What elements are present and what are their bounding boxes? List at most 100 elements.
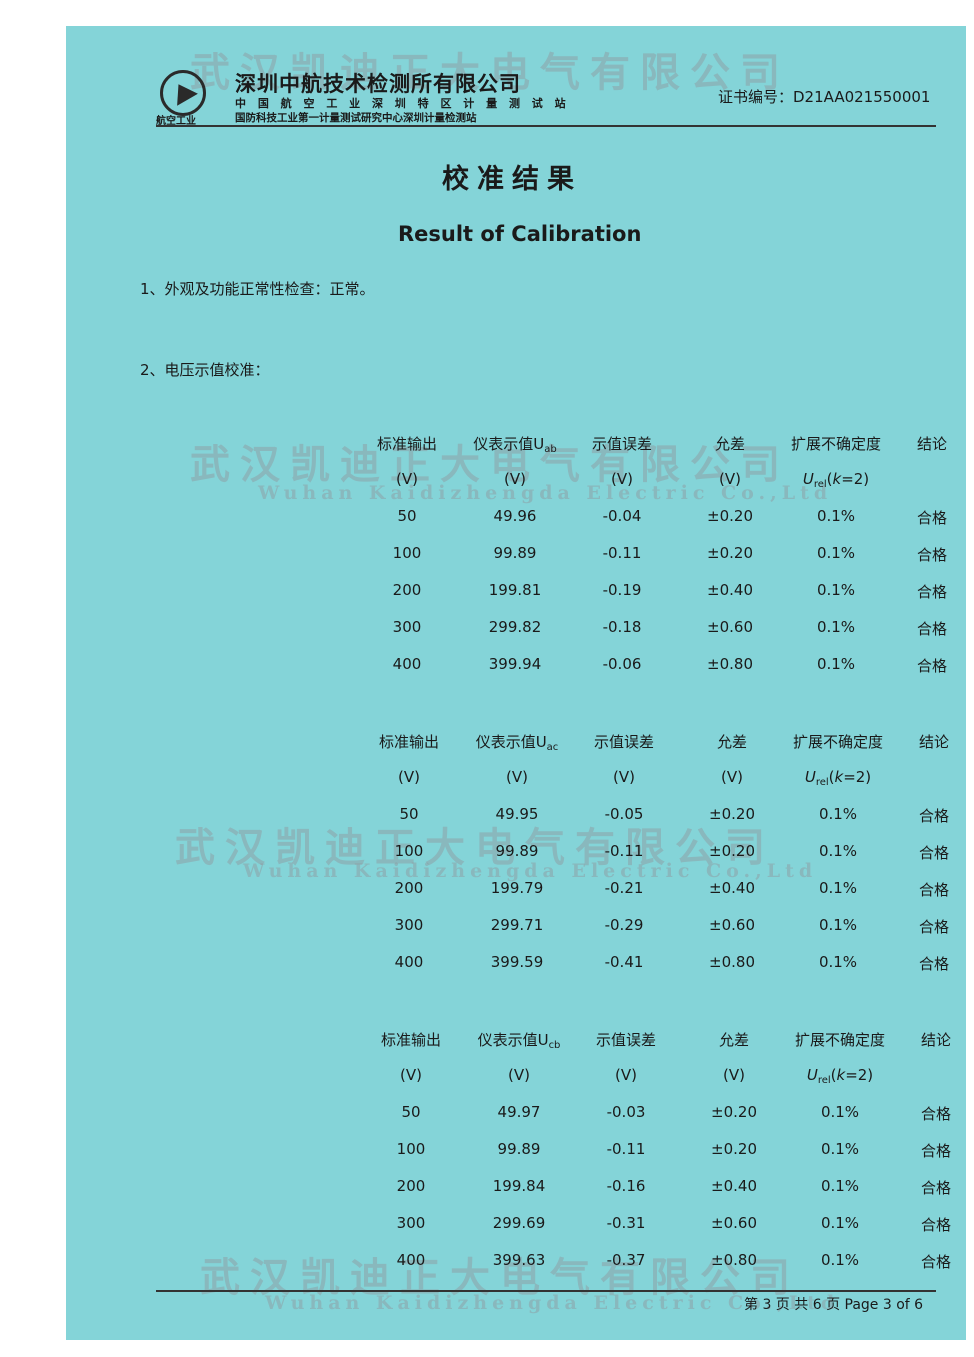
table-cell: -0.31 — [606, 1214, 646, 1232]
table-cell: 300 — [396, 1214, 426, 1232]
table-cell: -0.19 — [602, 581, 642, 599]
table-cell: 0.1% — [816, 507, 856, 525]
table-cell: ±0.20 — [711, 1140, 757, 1158]
table-cell: 49.96 — [493, 507, 537, 525]
table-cell: 50 — [399, 805, 419, 823]
table-cell: 合格 — [920, 1105, 952, 1123]
table-cell: 0.1% — [820, 1103, 860, 1121]
table-cell: 199.79 — [490, 879, 544, 897]
unit-label: (V) — [396, 470, 418, 488]
table-cell: 299.82 — [488, 618, 542, 636]
unit-label: Urel(k=2) — [806, 1066, 874, 1086]
section-appearance-check: 1、外观及功能正常性检查：正常。 — [140, 280, 375, 298]
page-title: 校准结果 — [442, 164, 582, 195]
table-cell: 400 — [396, 1251, 426, 1269]
table-cell: 300 — [392, 618, 422, 636]
table-cell: ±0.60 — [711, 1214, 757, 1232]
unit-label: (V) — [400, 1066, 422, 1084]
header-divider — [156, 125, 936, 127]
table-cell: 0.1% — [818, 953, 858, 971]
table-cell: 399.94 — [488, 655, 542, 673]
page-number: 第 3 页 共 6 页 Page 3 of 6 — [744, 1297, 924, 1313]
table-cell: 合格 — [918, 844, 950, 862]
table-cell: 0.1% — [816, 655, 856, 673]
column-header: 示值误差 — [593, 733, 655, 751]
section-voltage-calibration: 2、电压示值校准： — [140, 361, 270, 379]
watermark-cn: 武汉凯迪正大电气有限公司 — [200, 1254, 800, 1301]
table-cell: 合格 — [916, 657, 948, 675]
table-cell: -0.41 — [604, 953, 644, 971]
table-cell: 合格 — [920, 1142, 952, 1160]
table-cell: ±0.40 — [707, 581, 753, 599]
table-cell: 0.1% — [816, 581, 856, 599]
table-cell: ±0.20 — [711, 1103, 757, 1121]
table-cell: 299.69 — [492, 1214, 546, 1232]
table-cell: 合格 — [918, 881, 950, 899]
certificate-page — [66, 26, 966, 1340]
table-cell: 0.1% — [818, 879, 858, 897]
table-cell: 299.71 — [490, 916, 544, 934]
column-header: 允差 — [718, 1031, 750, 1049]
table-cell: 49.95 — [495, 805, 539, 823]
table-cell: -0.11 — [602, 544, 642, 562]
table-cell: 300 — [394, 916, 424, 934]
column-header: 标准输出 — [376, 435, 438, 453]
column-header: 仪表示值Uab — [473, 435, 557, 455]
table-cell: 合格 — [918, 918, 950, 936]
unit-label: Urel(k=2) — [802, 470, 870, 490]
table-cell: 0.1% — [816, 618, 856, 636]
watermark-cn: 武汉凯迪正大电气有限公司 — [190, 441, 790, 488]
table-cell: ±0.20 — [709, 842, 755, 860]
column-header: 结论 — [916, 435, 948, 453]
column-header: 扩展不确定度 — [794, 1031, 886, 1049]
page-subtitle: Result of Calibration — [398, 222, 642, 246]
table-cell: 100 — [392, 544, 422, 562]
column-header: 允差 — [716, 733, 748, 751]
column-header: 扩展不确定度 — [790, 435, 882, 453]
table-cell: 199.81 — [488, 581, 542, 599]
column-header: 仪表示值Ucb — [477, 1031, 561, 1051]
table-cell: 200 — [394, 879, 424, 897]
table-cell: 399.63 — [492, 1251, 546, 1269]
table-cell: 合格 — [916, 583, 948, 601]
table-cell: 合格 — [916, 620, 948, 638]
unit-label: (V) — [721, 768, 743, 786]
table-cell: 99.89 — [495, 842, 539, 860]
watermark-cn: 武汉凯迪正大电气有限公司 — [190, 49, 790, 96]
unit-label: Urel(k=2) — [804, 768, 872, 788]
watermark-en: Wuhan Kaidizhengda Electric Co.,Ltd — [265, 1292, 840, 1314]
table-cell: ±0.20 — [707, 507, 753, 525]
table-cell: -0.05 — [604, 805, 644, 823]
table-cell: -0.03 — [606, 1103, 646, 1121]
table-cell: -0.04 — [602, 507, 642, 525]
column-header: 允差 — [714, 435, 746, 453]
unit-label: (V) — [508, 1066, 530, 1084]
table-cell: ±0.60 — [707, 618, 753, 636]
unit-label: (V) — [398, 768, 420, 786]
table-cell: -0.29 — [604, 916, 644, 934]
unit-label: (V) — [723, 1066, 745, 1084]
unit-label: (V) — [504, 470, 526, 488]
table-cell: 合格 — [918, 955, 950, 973]
table-cell: ±0.20 — [709, 805, 755, 823]
table-cell: -0.37 — [606, 1251, 646, 1269]
table-cell: ±0.40 — [709, 879, 755, 897]
header-line2: 中 国 航 空 工 业 深 圳 特 区 计 量 测 试 站 — [235, 97, 570, 110]
table-cell: ±0.20 — [707, 544, 753, 562]
table-cell: 99.89 — [493, 544, 537, 562]
table-cell: 0.1% — [820, 1251, 860, 1269]
column-header: 仪表示值Uac — [475, 733, 559, 753]
unit-label: (V) — [611, 470, 633, 488]
table-cell: -0.21 — [604, 879, 644, 897]
column-header: 结论 — [918, 733, 950, 751]
unit-label: (V) — [719, 470, 741, 488]
table-cell: 0.1% — [816, 544, 856, 562]
unit-label: (V) — [613, 768, 635, 786]
table-cell: -0.11 — [606, 1140, 646, 1158]
table-cell: 0.1% — [818, 805, 858, 823]
table-cell: 50 — [397, 507, 417, 525]
watermark-en: Wuhan Kaidizhengda Electric Co.,Ltd — [243, 860, 818, 882]
table-cell: -0.11 — [604, 842, 644, 860]
table-cell: ±0.40 — [711, 1177, 757, 1195]
table-cell: 合格 — [916, 546, 948, 564]
